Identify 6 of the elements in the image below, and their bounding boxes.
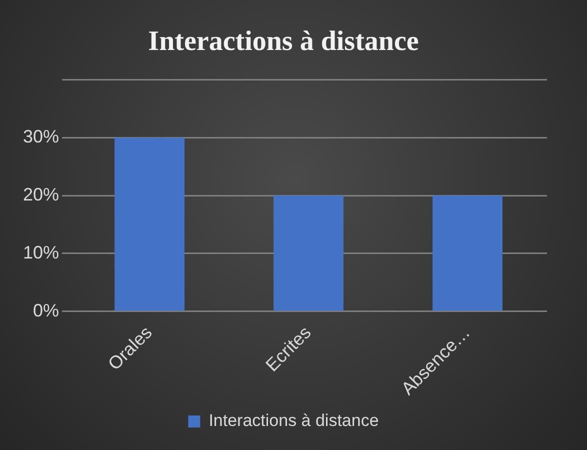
- y-tick-label: 20%: [22, 184, 60, 204]
- legend-label: Interactions à distance: [208, 411, 379, 430]
- chart-title: Interactions à distance: [148, 26, 419, 58]
- y-tick-label: 0%: [33, 300, 60, 320]
- y-tick-label: 10%: [22, 242, 60, 262]
- y-tick-label: 30%: [22, 126, 60, 147]
